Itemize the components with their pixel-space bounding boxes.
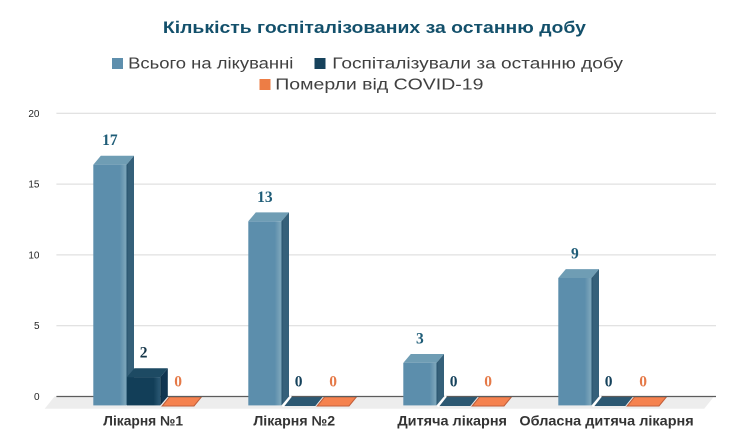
svg-text:Лікарня №1: Лікарня №1 [103,414,183,429]
svg-text:Лікарня №2: Лікарня №2 [253,414,335,429]
svg-text:Кількість госпіталізованих за: Кількість госпіталізованих за останню до… [163,19,587,37]
svg-text:13: 13 [257,189,273,206]
svg-text:Обласна дитяча лікарня: Обласна дитяча лікарня [519,414,693,429]
svg-text:0: 0 [484,373,492,390]
svg-text:3: 3 [416,330,424,347]
svg-text:20: 20 [28,109,40,120]
svg-text:0: 0 [295,373,303,390]
svg-text:2: 2 [140,345,148,362]
svg-text:10: 10 [28,250,40,261]
svg-text:9: 9 [571,246,579,263]
svg-text:0: 0 [174,373,182,390]
svg-text:Померли від COVID-19: Померли від COVID-19 [275,77,483,94]
svg-text:0: 0 [450,373,458,390]
svg-text:Госпіталізували за останню доб: Госпіталізували за останню добу [332,56,623,73]
svg-text:Всього на лікуванні: Всього на лікуванні [128,56,293,73]
svg-text:Дитяча лікарня: Дитяча лікарня [397,414,507,429]
svg-text:17: 17 [102,132,118,149]
svg-text:0: 0 [329,373,337,390]
svg-text:0: 0 [639,373,647,390]
svg-text:0: 0 [34,392,40,403]
svg-text:15: 15 [28,180,40,191]
svg-text:5: 5 [34,321,40,332]
svg-text:0: 0 [605,373,613,390]
